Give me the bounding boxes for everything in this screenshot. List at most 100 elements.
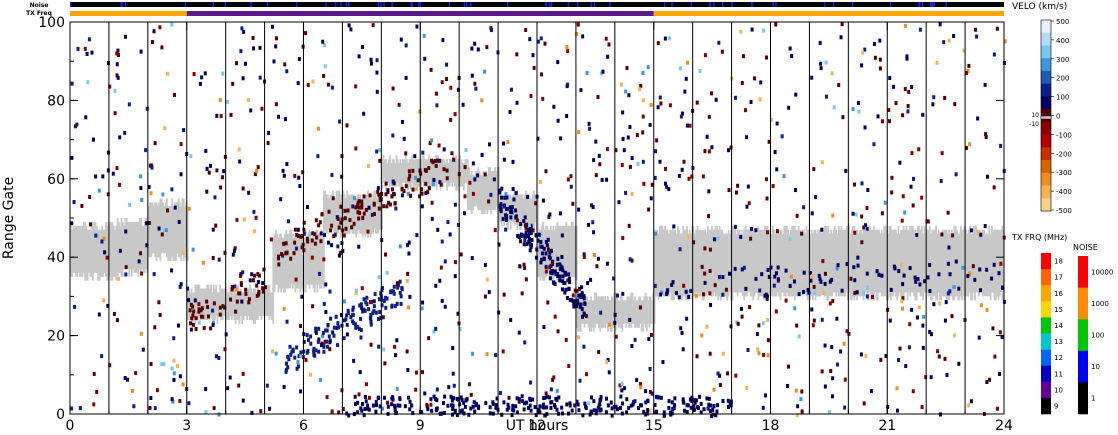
echo-cell: [702, 407, 706, 412]
ground-scatter-cell: [875, 229, 878, 301]
echo-cell: [847, 331, 851, 336]
echo-cell: [999, 261, 1003, 266]
echo-cell: [390, 402, 394, 407]
echo-cell: [910, 307, 914, 312]
ground-scatter-cell: [758, 229, 761, 297]
ground-scatter-cell: [683, 229, 686, 297]
echo-cell: [937, 272, 941, 277]
echo-cell: [637, 405, 641, 410]
echo-cell: [667, 187, 671, 192]
ground-scatter-cell: [182, 198, 185, 262]
echo-cell: [776, 277, 780, 282]
noise-bar-tick: [609, 2, 611, 7]
echo-cell: [459, 252, 463, 257]
ground-scatter-cell: [992, 229, 995, 293]
echo-cell: [880, 273, 884, 278]
echo-cell: [717, 275, 721, 280]
ground-scatter-cell: [560, 225, 563, 281]
echo-cell: [390, 396, 394, 401]
echo-cell: [703, 271, 707, 276]
ground-scatter-cell: [348, 194, 351, 234]
ground-scatter-cell: [913, 229, 915, 297]
ground-scatter-cell: [762, 229, 765, 301]
echo-cell: [123, 130, 127, 135]
noise-tick-label: 10: [1091, 363, 1100, 371]
echo-cell: [382, 299, 386, 304]
echo-cell: [549, 387, 553, 392]
echo-cell: [772, 283, 776, 288]
echo-cell: [127, 102, 131, 107]
echo-cell: [244, 287, 248, 292]
echo-cell: [694, 293, 698, 298]
ground-scatter-cell: [514, 190, 517, 222]
echo-cell: [327, 334, 331, 339]
echo-cell: [459, 409, 463, 414]
echo-cell: [699, 410, 703, 415]
echo-cell: [554, 271, 558, 276]
ground-scatter-cell: [377, 194, 380, 234]
echo-cell: [124, 229, 128, 234]
velocity-scale-title: VELO (km/s): [1012, 2, 1067, 12]
ground-scatter-cell: [853, 225, 856, 301]
ground-scatter-cell: [138, 218, 141, 269]
echo-cell: [582, 296, 586, 301]
echo-cell: [160, 232, 164, 237]
ground-scatter-cell: [595, 292, 598, 324]
echo-cell: [378, 158, 382, 163]
echo-cell: [246, 97, 250, 102]
echo-cell: [250, 410, 254, 415]
ground-scatter-cell: [117, 221, 120, 273]
echo-cell: [594, 139, 598, 144]
echo-cell: [888, 119, 892, 124]
echo-cell: [599, 407, 603, 412]
echo-cell: [331, 330, 335, 335]
echo-cell: [366, 406, 370, 411]
ground-scatter-cell: [616, 296, 618, 324]
echo-cell: [920, 195, 924, 200]
echo-cell: [399, 294, 403, 299]
ground-scatter-cell: [85, 225, 88, 281]
echo-cell: [407, 251, 411, 256]
echo-cell: [853, 290, 857, 295]
echo-cell: [205, 299, 209, 304]
ground-scatter-cell: [731, 225, 734, 301]
echo-cell: [376, 186, 380, 191]
echo-cell: [453, 274, 457, 279]
echo-cell: [898, 160, 902, 165]
ground-scatter-cell: [632, 300, 635, 324]
echo-cell: [436, 227, 440, 232]
echo-cell: [138, 251, 142, 256]
echo-cell: [630, 191, 634, 196]
ground-scatter-cell: [335, 190, 338, 234]
echo-cell: [926, 275, 930, 280]
echo-cell: [250, 272, 254, 277]
ground-scatter-cell: [651, 300, 653, 324]
ground-scatter-cell: [741, 233, 744, 297]
echo-cell: [251, 278, 255, 283]
echo-cell: [620, 382, 624, 387]
ground-scatter-cell: [125, 218, 128, 269]
echo-cell: [639, 385, 643, 390]
ground-scatter-cell: [315, 229, 317, 285]
echo-cell: [346, 208, 350, 213]
x-tick-label: 12: [528, 418, 546, 434]
echo-cell: [194, 326, 198, 331]
echo-cell: [766, 353, 770, 358]
echo-cell: [527, 227, 531, 232]
echo-cell: [534, 201, 538, 206]
echo-cell: [567, 272, 571, 277]
ground-scatter-cell: [669, 229, 672, 293]
echo-cell: [332, 234, 336, 239]
echo-cell: [277, 262, 281, 267]
echo-cell: [285, 69, 289, 74]
echo-cell: [364, 300, 368, 305]
ground-scatter-cell: [386, 163, 389, 183]
echo-cell: [240, 26, 244, 31]
ground-scatter-cell: [874, 229, 877, 293]
echo-cell: [351, 319, 355, 324]
x-tick-label: 9: [416, 418, 425, 434]
echo-cell: [341, 407, 345, 412]
echo-cell: [754, 276, 758, 281]
echo-cell: [948, 272, 952, 277]
echo-cell: [754, 228, 758, 233]
